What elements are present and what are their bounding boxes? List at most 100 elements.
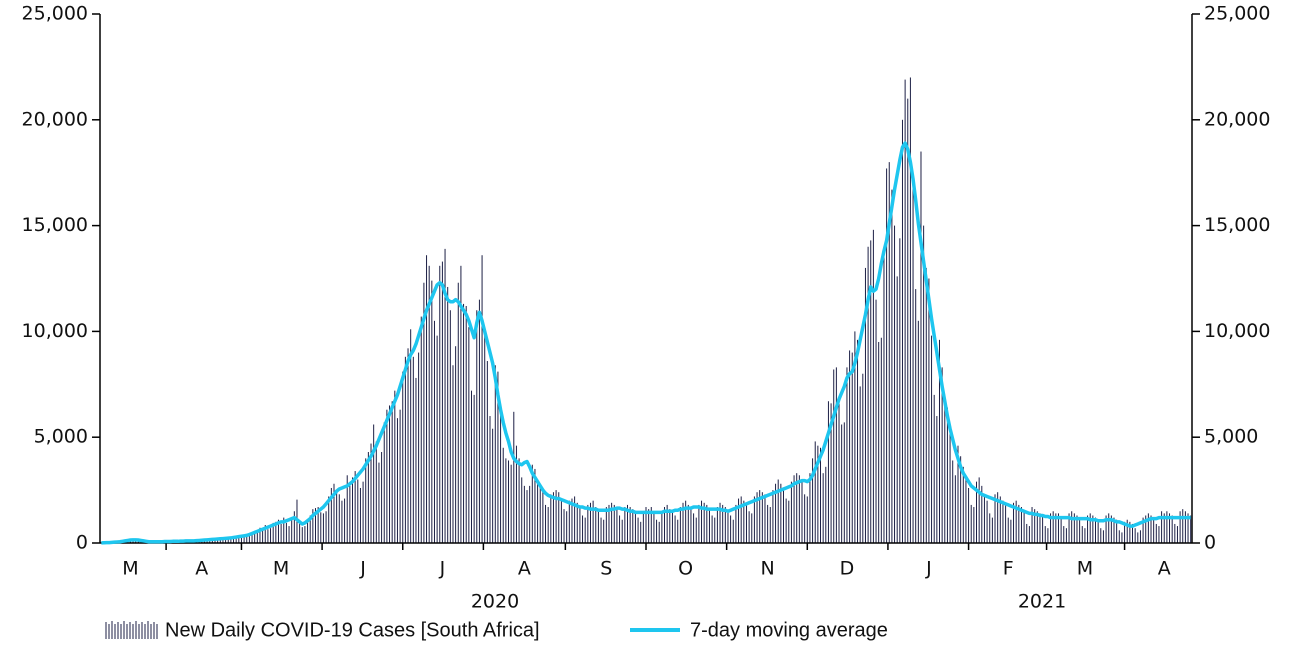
bar [539, 487, 541, 543]
bar [513, 411, 515, 543]
bar [370, 443, 372, 543]
bar [354, 471, 356, 543]
bar [333, 483, 335, 543]
bar [373, 424, 375, 543]
bar [346, 475, 348, 543]
bar [846, 367, 848, 543]
bar [386, 409, 388, 543]
bar [968, 487, 970, 543]
bar [410, 329, 412, 543]
bar [589, 502, 591, 543]
bar [563, 509, 565, 543]
bar [642, 511, 644, 543]
bar [436, 335, 438, 543]
bar [301, 527, 303, 543]
bar [883, 246, 885, 543]
bar [796, 473, 798, 543]
bar [999, 496, 1001, 543]
bar [558, 492, 560, 543]
bar [317, 507, 319, 543]
bar [912, 174, 914, 544]
bar [864, 267, 866, 543]
bar [619, 515, 621, 543]
bar [928, 278, 930, 543]
bar [322, 513, 324, 543]
bar [798, 475, 800, 543]
y-tick-label: 10,000 [22, 320, 88, 342]
bar [534, 468, 536, 543]
bar [217, 538, 219, 543]
bar [648, 509, 650, 543]
bar [277, 519, 279, 543]
bar [254, 531, 256, 543]
bar [1092, 515, 1094, 543]
bar [240, 536, 242, 543]
y-tick-label: 15,000 [22, 214, 88, 236]
bar [875, 299, 877, 543]
bar [745, 502, 747, 543]
x-tick-label: A [518, 558, 531, 580]
bar [1158, 526, 1160, 543]
bar [1002, 500, 1004, 543]
bar [909, 77, 911, 543]
bar [259, 527, 261, 543]
bar [349, 485, 351, 543]
bar [1190, 515, 1192, 543]
bar [423, 282, 425, 543]
bar [1071, 511, 1073, 543]
bar [1073, 513, 1075, 543]
bar [568, 500, 570, 543]
bar [1184, 511, 1186, 543]
bar [1124, 521, 1126, 543]
bar [804, 494, 806, 543]
bar [650, 507, 652, 543]
bar [991, 517, 993, 543]
bar [515, 445, 517, 543]
bar [1031, 507, 1033, 543]
bar [1100, 528, 1102, 543]
bar [481, 255, 483, 543]
bar [510, 464, 512, 543]
bar [613, 504, 615, 543]
bar [986, 500, 988, 543]
bar [283, 517, 285, 543]
bar [531, 464, 533, 543]
bar [447, 286, 449, 543]
bar [896, 276, 898, 543]
bar [653, 511, 655, 543]
x-tick-label: F [1003, 558, 1014, 580]
bar [1108, 513, 1110, 543]
bar [1036, 511, 1038, 543]
bar [1013, 502, 1015, 543]
bar [767, 504, 769, 543]
bar [605, 507, 607, 543]
bar [809, 473, 811, 543]
bar [820, 447, 822, 543]
bar [1187, 513, 1189, 543]
bar [537, 479, 539, 543]
bar [383, 422, 385, 543]
bar [431, 280, 433, 543]
bar [325, 511, 327, 543]
bar [716, 507, 718, 543]
bar [790, 481, 792, 543]
bar [1105, 515, 1107, 543]
bar [997, 492, 999, 543]
bar [812, 458, 814, 543]
bar [949, 432, 951, 543]
bar [637, 517, 639, 543]
bar [1010, 519, 1012, 543]
y-tick-label: 0 [76, 532, 88, 554]
x-tick-label: J [359, 558, 366, 580]
bar [468, 327, 470, 543]
bar [1089, 513, 1091, 543]
bar [957, 445, 959, 543]
bar [595, 507, 597, 543]
bar [547, 507, 549, 543]
bar [394, 390, 396, 543]
bar [761, 492, 763, 543]
bar [931, 335, 933, 543]
bar [449, 310, 451, 543]
bar [634, 513, 636, 543]
